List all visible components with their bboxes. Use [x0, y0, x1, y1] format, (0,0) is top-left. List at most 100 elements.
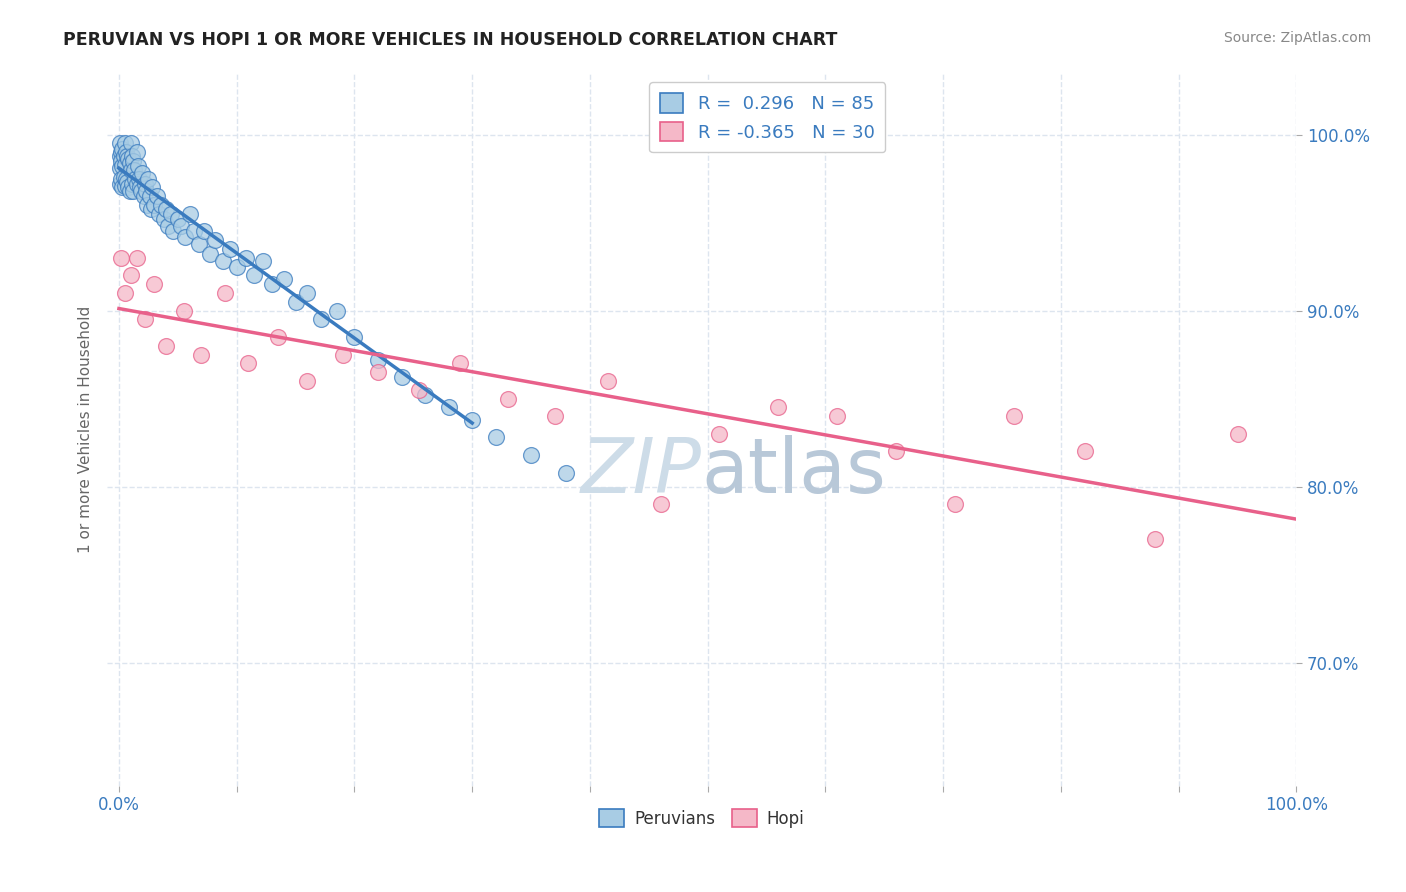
Point: [367, 365, 389, 379]
Point: [284, 294, 307, 309]
Point: [122, 153, 145, 168]
Point: [297, 285, 319, 300]
Point: [148, 207, 170, 221]
Point: [134, 177, 156, 191]
Point: [267, 330, 290, 344]
Point: [332, 348, 354, 362]
Point: [343, 330, 366, 344]
Point: [155, 202, 177, 216]
Point: [273, 272, 295, 286]
Text: Source: ZipAtlas.com: Source: ZipAtlas.com: [1223, 31, 1371, 45]
Point: [115, 171, 138, 186]
Point: [198, 247, 221, 261]
Point: [413, 388, 436, 402]
Point: [214, 285, 236, 300]
Point: [117, 180, 139, 194]
Point: [121, 177, 143, 191]
Point: [114, 285, 136, 300]
Point: [238, 356, 260, 370]
Point: [125, 145, 148, 160]
Point: [311, 312, 333, 326]
Point: [170, 219, 193, 233]
Text: atlas: atlas: [702, 435, 887, 509]
Point: [121, 149, 143, 163]
Point: [225, 260, 247, 274]
Point: [143, 198, 166, 212]
Point: [112, 169, 135, 184]
Point: [173, 303, 195, 318]
Point: [125, 177, 148, 191]
Point: [118, 184, 141, 198]
Point: [408, 383, 430, 397]
Point: [110, 171, 132, 186]
Point: [111, 180, 134, 194]
Point: [127, 159, 149, 173]
Point: [157, 219, 180, 233]
Point: [449, 356, 471, 370]
Point: [112, 149, 135, 163]
Point: [114, 178, 136, 193]
Point: [122, 184, 145, 198]
Point: [143, 277, 166, 292]
Point: [111, 142, 134, 156]
Point: [155, 339, 177, 353]
Point: [120, 136, 142, 151]
Point: [139, 202, 162, 216]
Point: [218, 242, 240, 256]
Point: [520, 448, 543, 462]
Point: [110, 251, 132, 265]
Point: [152, 212, 174, 227]
Point: [211, 254, 233, 268]
Point: [115, 175, 138, 189]
Point: [173, 229, 195, 244]
Point: [122, 162, 145, 177]
Point: [252, 254, 274, 268]
Point: [150, 198, 173, 212]
Point: [114, 136, 136, 151]
Point: [437, 401, 460, 415]
Point: [115, 145, 138, 160]
Point: [159, 207, 181, 221]
Point: [131, 184, 153, 198]
Point: [179, 207, 201, 221]
Point: [120, 162, 142, 177]
Point: [166, 212, 188, 227]
Point: [183, 224, 205, 238]
Point: [391, 370, 413, 384]
Point: [108, 177, 131, 191]
Point: [543, 409, 565, 424]
Point: [193, 224, 215, 238]
Point: [118, 155, 141, 169]
Point: [115, 149, 138, 163]
Point: [114, 157, 136, 171]
Y-axis label: 1 or more Vehicles in Household: 1 or more Vehicles in Household: [79, 306, 93, 553]
Point: [136, 198, 159, 212]
Point: [120, 268, 142, 283]
Point: [650, 497, 672, 511]
Point: [117, 152, 139, 166]
Point: [108, 136, 131, 151]
Point: [111, 159, 134, 173]
Point: [485, 430, 508, 444]
Point: [461, 413, 484, 427]
Point: [367, 352, 389, 367]
Point: [1073, 444, 1095, 458]
Point: [943, 497, 966, 511]
Point: [108, 149, 131, 163]
Point: [1002, 409, 1025, 424]
Point: [110, 145, 132, 160]
Point: [135, 184, 157, 198]
Point: [162, 224, 184, 238]
Point: [134, 312, 156, 326]
Point: [235, 251, 257, 265]
Text: ZIP: ZIP: [581, 435, 702, 509]
Point: [825, 409, 848, 424]
Point: [596, 374, 619, 388]
Point: [124, 171, 146, 186]
Point: [141, 180, 163, 194]
Point: [145, 189, 167, 203]
Point: [131, 166, 153, 180]
Point: [204, 233, 226, 247]
Point: [260, 277, 283, 292]
Point: [138, 189, 160, 203]
